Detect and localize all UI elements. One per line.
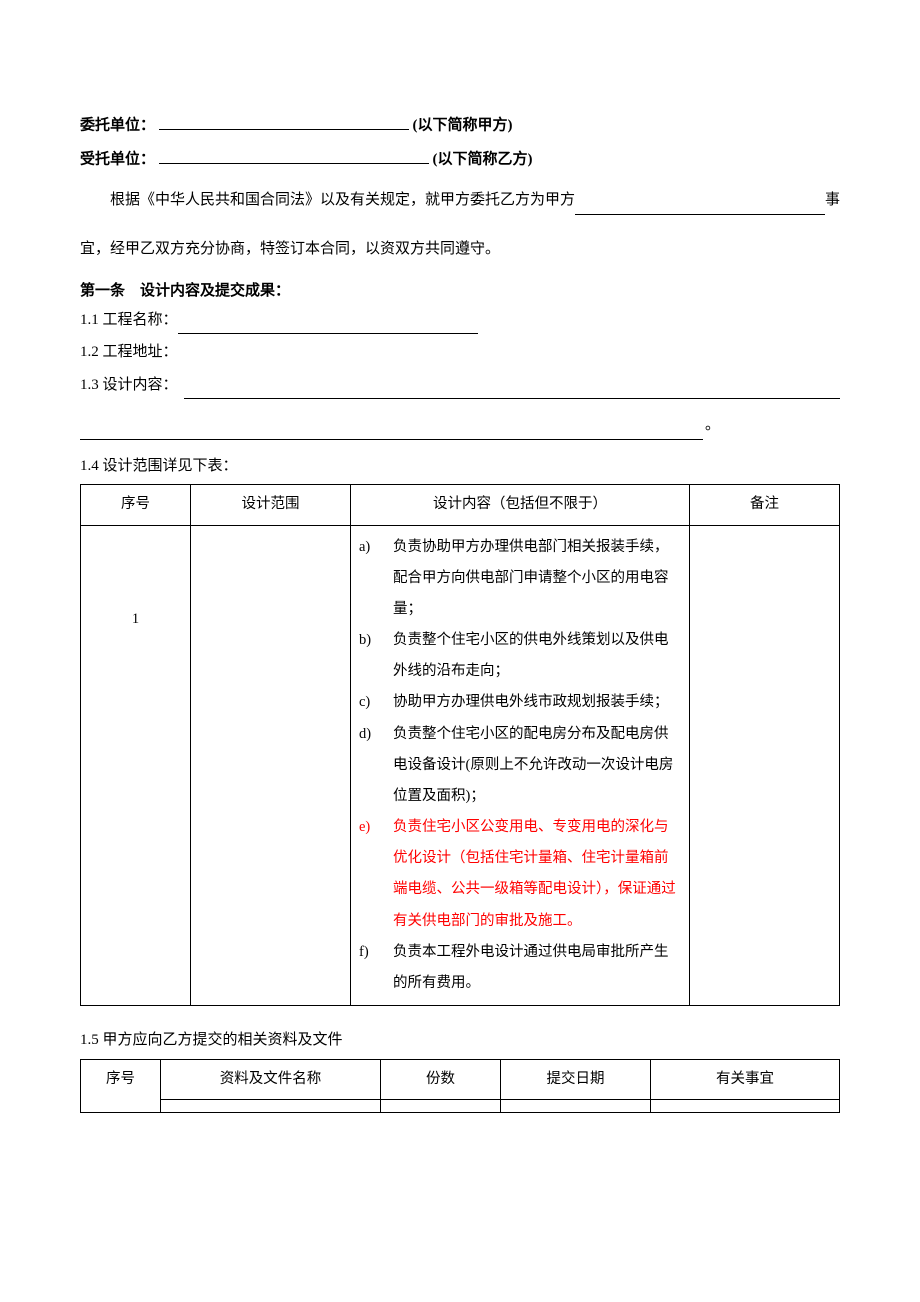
- th-content: 设计内容（包括但不限于）: [351, 485, 690, 526]
- marker-f: f): [359, 937, 393, 999]
- item-1-3-blank2: [80, 420, 703, 440]
- marker-d: d): [359, 719, 393, 813]
- th-scope: 设计范围: [191, 485, 351, 526]
- item-1-1-blank: [178, 315, 478, 335]
- th2-date: 提交日期: [501, 1059, 651, 1100]
- marker-a: a): [359, 532, 393, 626]
- design-item-d: d) 负责整个住宅小区的配电房分布及配电房供电设备设计(原则上不允许改动一次设计…: [359, 719, 681, 813]
- entrusting-party-line: 委托单位： (以下简称甲方): [80, 110, 840, 140]
- entrust-suffix: (以下简称甲方): [413, 118, 513, 134]
- preamble-part1: 根据《中华人民共和国合同法》以及有关规定，就甲方委托乙方为甲方: [110, 186, 575, 215]
- entrust-blank: [159, 110, 409, 130]
- th-note: 备注: [690, 485, 840, 526]
- text-e: 负责住宅小区公变用电、专变用电的深化与优化设计（包括住宅计量箱、住宅计量箱前端电…: [393, 812, 681, 937]
- item-1-4-label: 1.4 设计范围详见下表：: [80, 452, 840, 481]
- table2-header-row: 序号 资料及文件名称 份数 提交日期 有关事宜: [81, 1059, 840, 1100]
- marker-b: b): [359, 625, 393, 687]
- entrust-label: 委托单位：: [80, 118, 155, 134]
- text-d: 负责整个住宅小区的配电房分布及配电房供电设备设计(原则上不允许改动一次设计电房位…: [393, 719, 681, 813]
- t2-blank-matters: [651, 1100, 840, 1113]
- item-1-2-label: 1.2 工程地址：: [80, 344, 178, 360]
- preamble-blank: [575, 195, 825, 215]
- design-item-f: f) 负责本工程外电设计通过供电局审批所产生的所有费用。: [359, 937, 681, 999]
- item-1-3-line2: 。: [80, 411, 840, 440]
- th-seq: 序号: [81, 485, 191, 526]
- item-1-2: 1.2 工程地址：: [80, 338, 840, 367]
- trustee-label: 受托单位：: [80, 152, 155, 168]
- td-scope-1: [191, 525, 351, 1006]
- materials-table: 序号 资料及文件名称 份数 提交日期 有关事宜: [80, 1059, 840, 1114]
- table1-header-row: 序号 设计范围 设计内容（包括但不限于） 备注: [81, 485, 840, 526]
- design-item-e: e) 负责住宅小区公变用电、专变用电的深化与优化设计（包括住宅计量箱、住宅计量箱…: [359, 812, 681, 937]
- trustee-suffix: (以下简称乙方): [433, 152, 533, 168]
- item-1-5-label: 1.5 甲方应向乙方提交的相关资料及文件: [80, 1026, 840, 1055]
- trustee-party-line: 受托单位： (以下简称乙方): [80, 144, 840, 174]
- item-1-3-blank1: [184, 380, 840, 400]
- preamble-line1: 根据《中华人民共和国合同法》以及有关规定，就甲方委托乙方为甲方 事: [80, 186, 840, 215]
- text-c: 协助甲方办理供电外线市政规划报装手续；: [393, 687, 681, 718]
- th2-seq: 序号: [81, 1059, 161, 1113]
- item-1-1: 1.1 工程名称：: [80, 306, 840, 335]
- table1-row-1: 1 a) 负责协助甲方办理供电部门相关报装手续，配合甲方向供电部门申请整个小区的…: [81, 525, 840, 1006]
- item-1-3-line1: 1.3 设计内容：: [80, 371, 840, 400]
- t2-blank-copies: [381, 1100, 501, 1113]
- text-a: 负责协助甲方办理供电部门相关报装手续，配合甲方向供电部门申请整个小区的用电容量；: [393, 532, 681, 626]
- design-item-b: b) 负责整个住宅小区的供电外线策划以及供电外线的沿布走向；: [359, 625, 681, 687]
- preamble-line2: 宜，经甲乙双方充分协商，特签订本合同，以资双方共同遵守。: [80, 235, 840, 264]
- marker-c: c): [359, 687, 393, 718]
- td-note-1: [690, 525, 840, 1006]
- design-item-c: c) 协助甲方办理供电外线市政规划报装手续；: [359, 687, 681, 718]
- td-content-1: a) 负责协助甲方办理供电部门相关报装手续，配合甲方向供电部门申请整个小区的用电…: [351, 525, 690, 1006]
- design-scope-table: 序号 设计范围 设计内容（包括但不限于） 备注 1 a) 负责协助甲方办理供电部…: [80, 484, 840, 1006]
- table2-row-blank: [81, 1100, 840, 1113]
- text-b: 负责整个住宅小区的供电外线策划以及供电外线的沿布走向；: [393, 625, 681, 687]
- t2-blank-date: [501, 1100, 651, 1113]
- trustee-blank: [159, 144, 429, 164]
- design-item-a: a) 负责协助甲方办理供电部门相关报装手续，配合甲方向供电部门申请整个小区的用电…: [359, 532, 681, 626]
- item-1-3-label: 1.3 设计内容：: [80, 371, 178, 400]
- text-f: 负责本工程外电设计通过供电局审批所产生的所有费用。: [393, 937, 681, 999]
- preamble-part2: 事: [825, 186, 840, 215]
- td-seq-1: 1: [81, 525, 191, 1006]
- t2-blank-name: [161, 1100, 381, 1113]
- th2-matters: 有关事宜: [651, 1059, 840, 1100]
- th2-copies: 份数: [381, 1059, 501, 1100]
- item-1-3-end: 。: [705, 411, 720, 440]
- section1-title: 第一条 设计内容及提交成果：: [80, 277, 840, 306]
- item-1-1-label: 1.1 工程名称：: [80, 306, 178, 335]
- marker-e: e): [359, 812, 393, 937]
- th2-name: 资料及文件名称: [161, 1059, 381, 1100]
